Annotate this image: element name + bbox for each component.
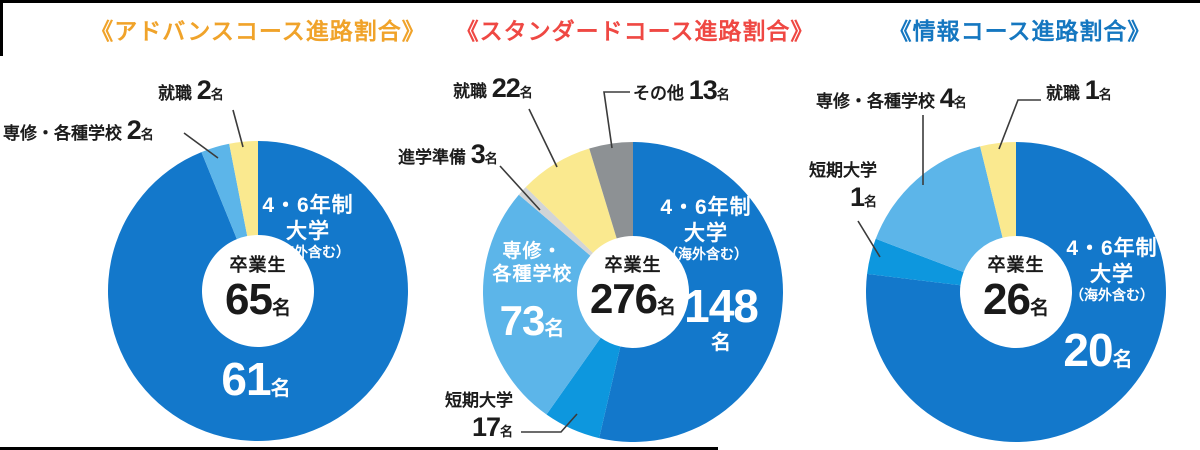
slice-value-vocational: 73名 bbox=[499, 297, 565, 344]
pie-slice-university bbox=[599, 142, 783, 442]
chart-title-information: 《情報コース進路割合》 bbox=[888, 18, 1152, 44]
slice-label-other: その他 13名 bbox=[633, 75, 730, 105]
pie-slice-employment bbox=[525, 148, 617, 253]
pie-slice-university bbox=[866, 142, 1166, 442]
center-value: 65 bbox=[225, 275, 273, 324]
pie-slice-junior-college bbox=[867, 238, 964, 286]
pie-slice-junior-college bbox=[546, 337, 621, 439]
slice-value-university: 20名 bbox=[1063, 324, 1133, 376]
center-total-standard: 卒業生 276名 bbox=[558, 256, 708, 320]
center-caption: 卒業生 bbox=[987, 255, 1045, 275]
pie-slice-vocational-school bbox=[483, 194, 601, 415]
chart-title-advance: 《アドバンスコース進路割合》 bbox=[90, 18, 426, 44]
pie-slice-vocational-school bbox=[201, 143, 248, 240]
center-caption: 卒業生 bbox=[229, 255, 287, 275]
left-border-tick bbox=[0, 0, 3, 56]
center-total-advance: 卒業生 65名 bbox=[183, 256, 333, 322]
center-total-information: 卒業生 26名 bbox=[941, 256, 1091, 322]
pie-slice-employment bbox=[229, 141, 258, 237]
pie-slice-university bbox=[108, 141, 409, 441]
donut-standard bbox=[483, 142, 783, 442]
center-value: 276 bbox=[589, 275, 658, 322]
donut-advance bbox=[108, 141, 409, 441]
donut-information bbox=[866, 142, 1166, 442]
center-value: 26 bbox=[983, 275, 1031, 324]
slice-label-employment: 就職 22名 bbox=[453, 73, 533, 103]
slice-label-junior-college: 短期大学 17名 bbox=[445, 391, 513, 443]
center-unit: 名 bbox=[1029, 298, 1049, 319]
slice-label-vocational: 専修・ 各種学校 bbox=[492, 241, 573, 286]
slice-label-prep: 進学準備 3名 bbox=[398, 139, 498, 169]
top-border-line bbox=[0, 0, 1200, 3]
pie-slice-employment bbox=[980, 142, 1016, 238]
slice-value-university: 148 名 bbox=[684, 280, 759, 354]
slice-label-employment: 就職 1名 bbox=[1046, 75, 1112, 105]
pie-slice-other bbox=[589, 142, 633, 239]
pie-slice-vocational-school bbox=[875, 146, 1003, 273]
slice-label-vocational: 専修・各種学校 4名 bbox=[816, 83, 967, 113]
slice-label-vocational: 専修・各種学校 2名 bbox=[3, 115, 154, 145]
slice-label-university: 4・6年制 大学 （海外含む） bbox=[1066, 237, 1158, 304]
center-unit: 名 bbox=[271, 298, 291, 319]
slice-label-employment: 就職 2名 bbox=[158, 75, 224, 105]
slice-label-junior-college: 短期大学 1名 bbox=[809, 161, 877, 213]
chart-title-standard: 《スタンダードコース進路割合》 bbox=[455, 18, 815, 44]
center-caption: 卒業生 bbox=[604, 255, 662, 275]
slice-label-university: 4・6年制 大学 （海外含む） bbox=[660, 196, 752, 263]
slice-value-university: 61名 bbox=[221, 353, 291, 405]
center-unit: 名 bbox=[657, 297, 677, 318]
slice-label-university: 4・6年制 大学 （海外含む） bbox=[262, 194, 354, 261]
bottom-border-line bbox=[0, 447, 718, 450]
